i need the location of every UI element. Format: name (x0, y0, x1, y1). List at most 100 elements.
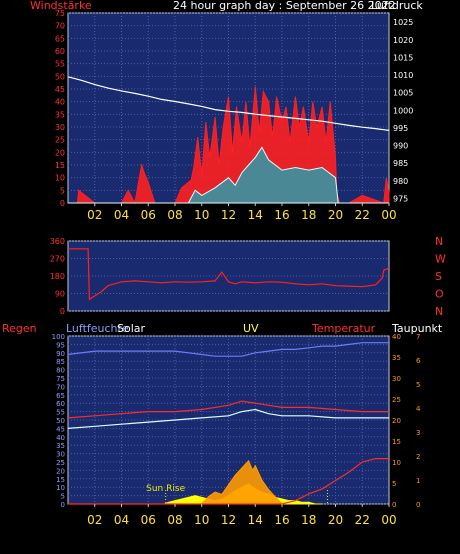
uv-area (201, 459, 284, 505)
wind-gust-area (68, 146, 389, 204)
compass-label: O (435, 288, 444, 301)
y-tick-label: 85 (56, 358, 65, 366)
y-tick-label: 65 (55, 34, 65, 43)
x-tick-label: 04 (114, 513, 129, 527)
sun-rise-label: Sun Rise (146, 484, 185, 494)
uv-tick-label: 0 (416, 501, 420, 509)
x-tick-label: 20 (328, 208, 343, 222)
y-tick-label: 45 (56, 425, 65, 433)
y-tick-label: 40 (392, 333, 401, 341)
y-tick-label: 80 (56, 367, 65, 375)
panel3-uv-axis: 0 1 2 3 4 5 6 7 (416, 333, 421, 509)
y-tick-label: 15 (55, 161, 65, 170)
x-tick-label: 00 (381, 513, 396, 527)
y-tick-label: 75 (56, 375, 65, 383)
x-tick-label: 16 (274, 513, 289, 527)
y-tick-label: 55 (56, 409, 65, 417)
y-tick-label: 10 (55, 174, 65, 183)
y-tick-label: 0 (60, 199, 65, 208)
x-tick-label: 02 (87, 208, 102, 222)
y-tick-label: 990 (393, 142, 408, 151)
x-tick-label: 04 (114, 208, 129, 222)
luftdruck-label: Luftdruck (371, 0, 423, 12)
y-tick-label: 30 (55, 123, 65, 132)
y-tick-label: 1000 (393, 106, 413, 115)
y-tick-label: 180 (50, 272, 65, 281)
x-tick-label: 14 (248, 208, 263, 222)
y-tick-label: 25 (55, 136, 65, 145)
y-tick-label: 10 (56, 484, 65, 492)
x-tick-label: 06 (141, 513, 156, 527)
x-tick-label: 14 (248, 513, 263, 527)
y-tick-label: 0 (61, 501, 65, 509)
uv-tick-label: 4 (416, 405, 421, 413)
x-tick-label: 12 (221, 208, 236, 222)
y-tick-label: 70 (56, 383, 65, 391)
x-tick-label: 02 (87, 513, 102, 527)
x-tick-label: 12 (221, 513, 236, 527)
y-tick-label: 20 (55, 148, 65, 157)
uv-label: UV (243, 322, 259, 335)
x-tick-label: 18 (301, 513, 316, 527)
y-tick-label: 35 (56, 442, 65, 450)
y-tick-label: 65 (56, 392, 65, 400)
panel-climate: 0510152025303540455055606570758085909510… (52, 333, 421, 527)
panel3-temperature-axis: 0 5 10 15 20 25 30 35 40 (392, 333, 401, 509)
y-tick-label: 5 (392, 480, 396, 488)
y-tick-label: 1005 (393, 89, 413, 98)
y-tick-label: 5 (60, 186, 65, 195)
compass-label: N (435, 305, 443, 318)
panel2-grid (68, 240, 389, 312)
panel2-series (68, 248, 390, 301)
x-tick-label: 20 (328, 513, 343, 527)
compass-label: N (435, 235, 443, 248)
panel3-grid (68, 335, 389, 505)
x-tick-label: 10 (194, 513, 209, 527)
y-tick-label: 10 (392, 459, 401, 467)
panel3-left-axis: 0510152025303540455055606570758085909510… (52, 333, 65, 509)
panel1-right-axis: 975 980 985 990 995 1000 1005 1010 1015 1020 1025 (393, 18, 413, 203)
y-tick-label: 0 (60, 307, 65, 316)
y-tick-label: 40 (55, 98, 65, 107)
panel1-x-axis: 02 04 06 08 10 12 14 16 18 20 22 00 (87, 203, 397, 222)
temperatur-label: Temperatur (311, 322, 376, 335)
y-tick-label: 90 (55, 290, 65, 299)
uv-tick-label: 3 (416, 429, 420, 437)
y-tick-label: 15 (392, 438, 401, 446)
y-tick-label: 20 (56, 467, 65, 475)
wind-direction-line (68, 248, 390, 301)
y-tick-label: 270 (50, 255, 65, 264)
y-tick-label: 50 (55, 72, 65, 81)
x-tick-label: 10 (194, 208, 209, 222)
x-tick-label: 22 (355, 513, 370, 527)
y-tick-label: 35 (392, 354, 401, 362)
x-tick-label: 08 (167, 208, 182, 222)
y-tick-label: 1025 (393, 18, 413, 27)
rain-line (68, 458, 389, 505)
y-tick-label: 35 (55, 110, 65, 119)
panel3-x-axis: 02 04 06 08 10 12 14 16 18 20 22 00 (87, 504, 397, 527)
y-tick-label: 5 (61, 493, 65, 501)
y-tick-label: 60 (56, 400, 65, 408)
y-tick-label: 100 (52, 333, 65, 341)
uv-tick-label: 1 (416, 477, 420, 485)
y-tick-label: 25 (56, 459, 65, 467)
humidity-line (67, 342, 389, 357)
compass-label: W (435, 253, 446, 266)
y-tick-label: 25 (392, 396, 401, 404)
windstaerke-label: Windstärke (30, 0, 92, 12)
compass-label: S (435, 270, 442, 283)
regen-label: Regen (2, 322, 37, 335)
y-tick-label: 30 (56, 451, 65, 459)
y-tick-label: 45 (55, 85, 65, 94)
x-tick-label: 16 (274, 208, 289, 222)
y-tick-label: 95 (56, 341, 65, 349)
panel3-annotations: Sun Rise (146, 484, 328, 504)
y-tick-label: 90 (56, 350, 65, 358)
y-tick-label: 985 (393, 159, 408, 168)
y-tick-label: 75 (55, 9, 65, 18)
